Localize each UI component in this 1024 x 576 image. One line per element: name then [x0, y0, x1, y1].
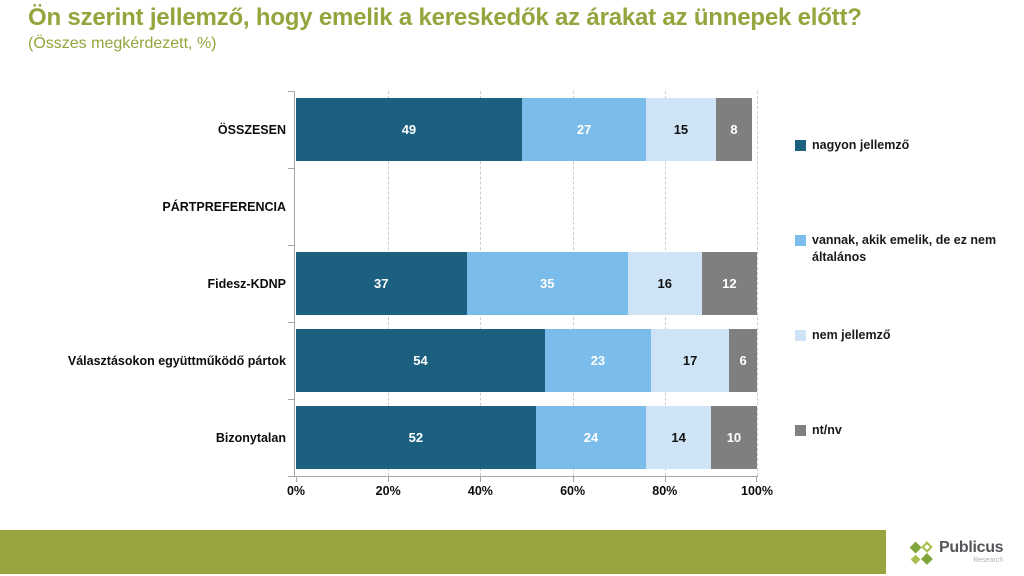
x-axis-tick: [572, 477, 574, 482]
category-label: Bizonytalan: [215, 430, 286, 445]
x-axis-line: [294, 476, 758, 477]
bar-value-label: 10: [726, 430, 742, 445]
legend-label: nagyon jellemző: [812, 138, 910, 152]
bar-value-label: 35: [540, 276, 555, 291]
bar-segment: 16: [627, 252, 702, 315]
x-tick-label: 100%: [741, 484, 773, 498]
y-axis-tick: [288, 476, 294, 477]
legend-swatch-icon: [795, 330, 806, 341]
bar-value-label: 12: [722, 276, 737, 291]
category-label: Fidesz-KDNP: [207, 276, 286, 291]
bar-value-label: 23: [590, 353, 606, 368]
x-tick-label: 60%: [560, 484, 586, 498]
bar-segment: 24: [535, 406, 647, 469]
legend-swatch-icon: [795, 425, 806, 436]
legend-item: nem jellemző: [795, 327, 1010, 344]
gridline: [757, 91, 758, 476]
x-axis-tick: [480, 477, 482, 482]
legend-label: nem jellemző: [812, 328, 891, 342]
bar-value-label: 52: [408, 430, 424, 445]
y-axis-tick: [288, 245, 294, 246]
page-subtitle: (Összes megkérdezett, %): [28, 34, 217, 52]
category-label: Választásokon együttműködő pártok: [67, 353, 286, 368]
bar-row: 54 23 17 6: [296, 329, 757, 392]
legend-label: nt/nv: [812, 423, 842, 437]
legend-item: vannak, akik emelik, de ez nem általános: [795, 232, 1010, 266]
bar-row: 52 24 14 10: [296, 406, 757, 469]
bar-value-label: 49: [401, 122, 417, 137]
y-axis-tick: [288, 399, 294, 400]
bar-segment: 10: [710, 406, 757, 469]
bar-value-label: 6: [739, 353, 747, 368]
legend-label: vannak, akik emelik, de ez nem általános: [812, 233, 997, 264]
bar-row: 37 35 16 12: [296, 252, 757, 315]
bar-segment: 8: [715, 98, 753, 161]
bar-value-label: 27: [576, 122, 592, 137]
bar-segment: 17: [650, 329, 730, 392]
header: Ön szerint jellemző, hogy emelik a keres…: [28, 4, 1008, 53]
category-labels: ÖSSZESEN PÁRTPREFERENCIA Fidesz-KDNP Válasz…: [0, 91, 286, 476]
x-axis-tick: [296, 477, 297, 482]
x-tick-label: 20%: [375, 484, 401, 498]
bar-value-label: 17: [682, 353, 698, 368]
publicus-logo: Publicus Research: [886, 530, 1024, 576]
bar-value-label: 15: [673, 122, 689, 137]
bar-segment: 52: [296, 406, 536, 469]
bar-segment: 35: [466, 252, 628, 315]
legend-swatch-icon: [795, 235, 806, 246]
bar-segment: 37: [296, 252, 467, 315]
plot-area: 49 27 15 8 37 35 16 12 54 23 17 6 52 24 14 10: [288, 91, 758, 482]
x-axis-tick: [388, 477, 390, 482]
bar-value-label: 8: [730, 122, 738, 137]
x-tick-label: 40%: [467, 484, 493, 498]
y-axis-line: [294, 91, 295, 477]
x-axis-tick: [664, 477, 666, 482]
publicus-diamonds-icon: [909, 541, 933, 565]
bar-segment: 15: [646, 98, 716, 161]
legend: nagyon jellemző vannak, akik emelik, de e…: [795, 91, 1017, 476]
x-axis-tick-labels: 0% 20% 40% 60% 80% 100%: [287, 484, 773, 504]
bar-segment: 23: [544, 329, 651, 392]
bar-value-label: 16: [657, 276, 673, 291]
bar-value-label: 37: [374, 276, 389, 291]
y-axis-tick: [288, 168, 294, 169]
y-axis-tick: [288, 91, 294, 92]
bar-value-label: 54: [413, 353, 428, 368]
category-label: ÖSSZESEN: [217, 122, 286, 137]
bar-segment: 49: [296, 98, 522, 161]
page-title: Ön szerint jellemző, hogy emelik a keres…: [28, 4, 862, 31]
brand-subtitle: Research: [973, 557, 1004, 565]
legend-item: nagyon jellemző: [795, 137, 1010, 154]
legend-item: nt/nv: [795, 422, 1010, 439]
x-axis-tick: [756, 477, 757, 482]
category-label: PÁRTPREFERENCIA: [162, 199, 286, 214]
bar-segment: 27: [521, 98, 647, 161]
legend-swatch-icon: [795, 140, 806, 151]
x-tick-label: 80%: [652, 484, 678, 498]
bar-row: 49 27 15 8: [296, 98, 757, 161]
bar-value-label: 14: [671, 430, 686, 445]
bar-segment: 6: [729, 329, 757, 392]
footer-accent-bar: [0, 530, 886, 574]
bar-segment: 14: [646, 406, 711, 469]
bar-segment: 12: [701, 252, 757, 315]
brand-text: Publicus Research: [939, 539, 1004, 565]
y-axis-tick: [288, 322, 294, 323]
x-tick-label: 0%: [286, 484, 306, 498]
bar-value-label: 24: [583, 430, 599, 445]
bar-segment: 54: [296, 329, 545, 392]
brand-name: Publicus: [939, 539, 1004, 557]
